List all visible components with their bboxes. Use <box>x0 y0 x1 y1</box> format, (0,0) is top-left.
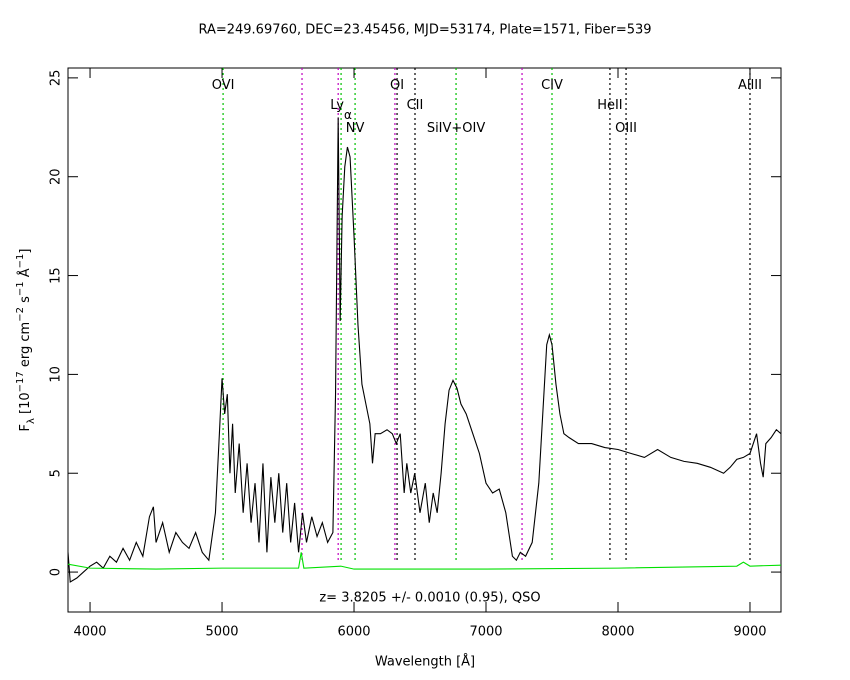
y-axis-label-part: ] <box>18 249 33 254</box>
chart-title: RA=249.69760, DEC=23.45456, MJD=53174, P… <box>198 23 651 38</box>
y-axis-label-part: erg cm <box>18 322 33 371</box>
x-tick-label: 6000 <box>337 625 370 640</box>
y-tick-label: 20 <box>49 168 64 185</box>
spectral-line-label: AlIII <box>738 78 762 93</box>
y-axis-label-part: −1 <box>15 254 26 269</box>
spectral-line-label: SiIV+OIV <box>427 121 486 136</box>
spectral-line-label-text: OI <box>390 78 404 93</box>
spectral-line-label: CII <box>407 98 424 113</box>
spectrum-line <box>68 117 781 583</box>
spectral-line-label-text: Ly <box>330 98 344 113</box>
spectral-line-label: Lyα <box>330 98 352 122</box>
y-axis-label-part: Å <box>17 268 33 281</box>
y-axis-label-part: −2 <box>15 307 26 322</box>
y-tick-label: 15 <box>49 267 64 284</box>
x-tick-label: 9000 <box>733 625 766 640</box>
spectral-line-label: OVI <box>212 78 235 93</box>
x-axis-label: Wavelength [Å] <box>375 654 475 670</box>
spectral-line-label-text: CIV <box>541 78 563 93</box>
y-axis-label-part: [10 <box>18 392 33 418</box>
error-line <box>68 552 781 570</box>
spectral-line-label: OIII <box>615 121 637 136</box>
y-axis-label-part: s <box>18 296 33 307</box>
y-axis-label: Fλ [10−17 erg cm−2 s−1 Å−1] <box>15 249 37 432</box>
y-axis-label-part: −1 <box>15 281 26 296</box>
spectral-line-label: CIV <box>541 78 563 93</box>
y-tick-label: 10 <box>49 366 64 383</box>
spectral-line-label-text: CII <box>407 98 424 113</box>
y-axis-label-part: F <box>18 424 33 431</box>
y-tick-label: 5 <box>49 469 64 477</box>
x-tick-label: 7000 <box>469 625 502 640</box>
spectral-line-label: HeII <box>597 98 622 113</box>
spectral-line-label-sub: α <box>344 108 352 122</box>
spectral-line-label-text: HeII <box>597 98 622 113</box>
redshift-annotation: z= 3.8205 +/- 0.0010 (0.95), QSO <box>319 591 540 606</box>
x-tick-label: 4000 <box>73 625 106 640</box>
y-tick-label: 25 <box>49 70 64 87</box>
spectral-line-label-text: SiIV+OIV <box>427 121 486 136</box>
spectral-line-label-text: AlIII <box>738 78 762 93</box>
y-axis-label-part: λ <box>26 418 37 424</box>
plot-frame <box>67 67 782 613</box>
spectral-line-label-text: NV <box>346 121 365 136</box>
spectral-line-label: NV <box>346 121 365 136</box>
y-tick-label: 0 <box>49 568 64 576</box>
y-axis-label-part: −17 <box>15 371 26 392</box>
spectral-line-label-text: OIII <box>615 121 637 136</box>
spectral-line-label-text: OVI <box>212 78 235 93</box>
x-tick-label: 8000 <box>601 625 634 640</box>
x-tick-label: 5000 <box>205 625 238 640</box>
spectral-line-label: OI <box>390 78 404 93</box>
